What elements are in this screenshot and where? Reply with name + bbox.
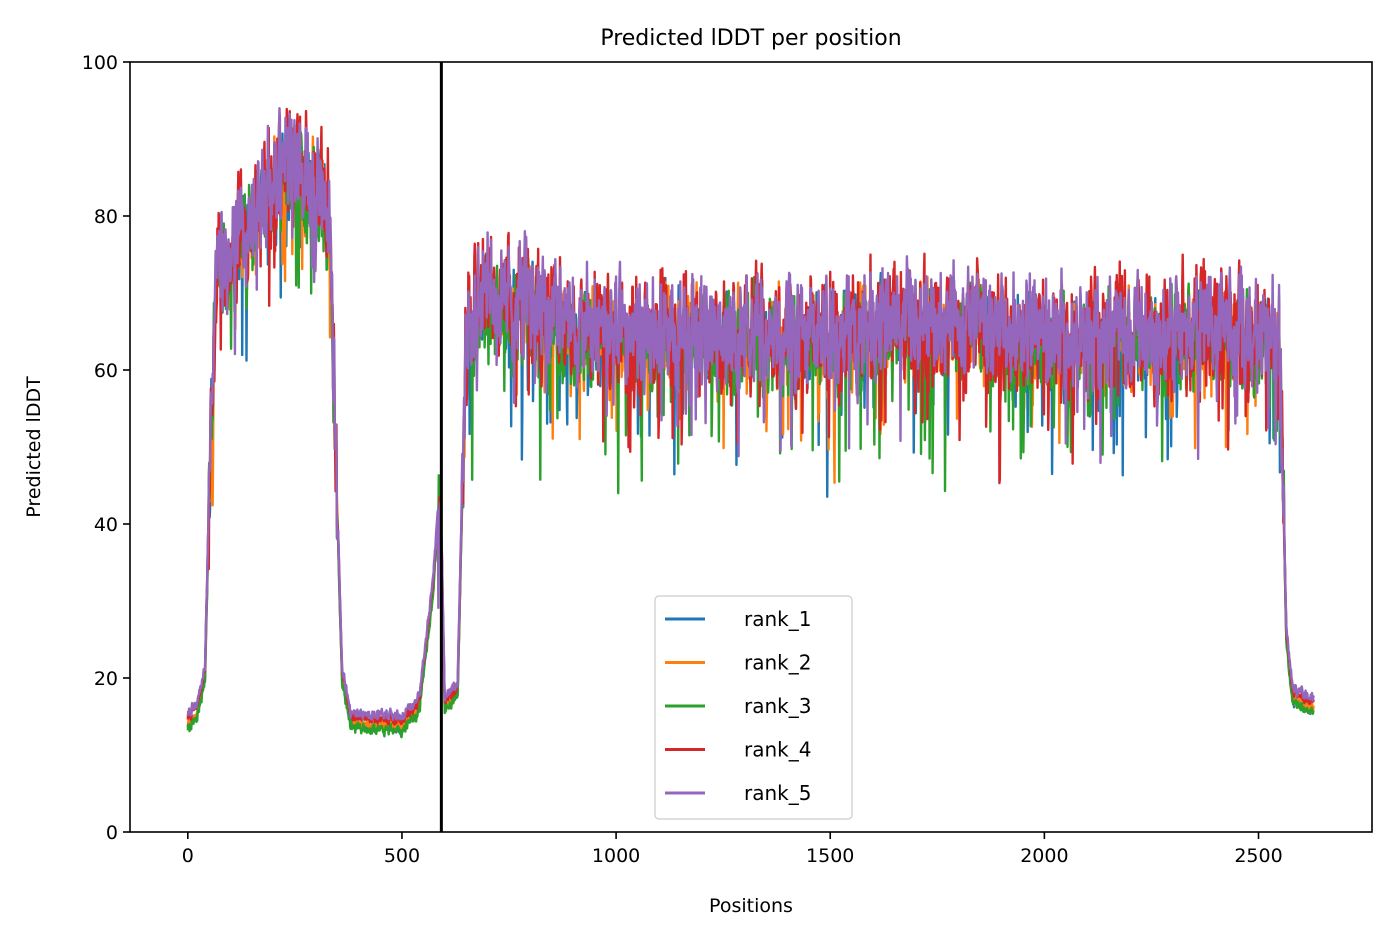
legend-label-rank_4: rank_4 xyxy=(744,738,811,762)
x-tick-label: 500 xyxy=(384,845,420,867)
series-line-rank_5 xyxy=(186,107,1315,721)
y-tick-label: 60 xyxy=(94,360,118,382)
y-tick-label: 100 xyxy=(82,52,118,74)
chart-title: Predicted lDDT per position xyxy=(600,26,901,51)
x-axis-label: Positions xyxy=(709,895,793,917)
x-tick-label: 1000 xyxy=(592,845,640,867)
y-tick-label: 80 xyxy=(94,206,118,228)
axes: 0 500 1000 1500 2000 2500 0 20 40 60 80 100 xyxy=(82,52,1373,867)
series-layer xyxy=(186,107,1315,739)
y-tick-label: 40 xyxy=(94,514,118,536)
x-tick-label: 2000 xyxy=(1020,845,1068,867)
plot-frame xyxy=(129,61,1373,833)
y-tick-label: 0 xyxy=(106,822,118,844)
y-tick-label: 20 xyxy=(94,668,118,690)
y-axis-label: Predicted lDDT xyxy=(23,376,45,518)
legend-label-rank_3: rank_3 xyxy=(744,694,811,718)
legend-label-rank_2: rank_2 xyxy=(744,651,811,675)
legend: rank_1 rank_2 rank_3 rank_4 rank_5 xyxy=(654,595,853,820)
x-tick-label: 0 xyxy=(182,845,194,867)
x-tick-label: 2500 xyxy=(1234,845,1282,867)
plot-area xyxy=(186,62,1315,832)
x-tick-label: 1500 xyxy=(806,845,854,867)
legend-label-rank_1: rank_1 xyxy=(744,607,811,631)
legend-box xyxy=(654,595,853,820)
legend-label-rank_5: rank_5 xyxy=(744,781,811,805)
